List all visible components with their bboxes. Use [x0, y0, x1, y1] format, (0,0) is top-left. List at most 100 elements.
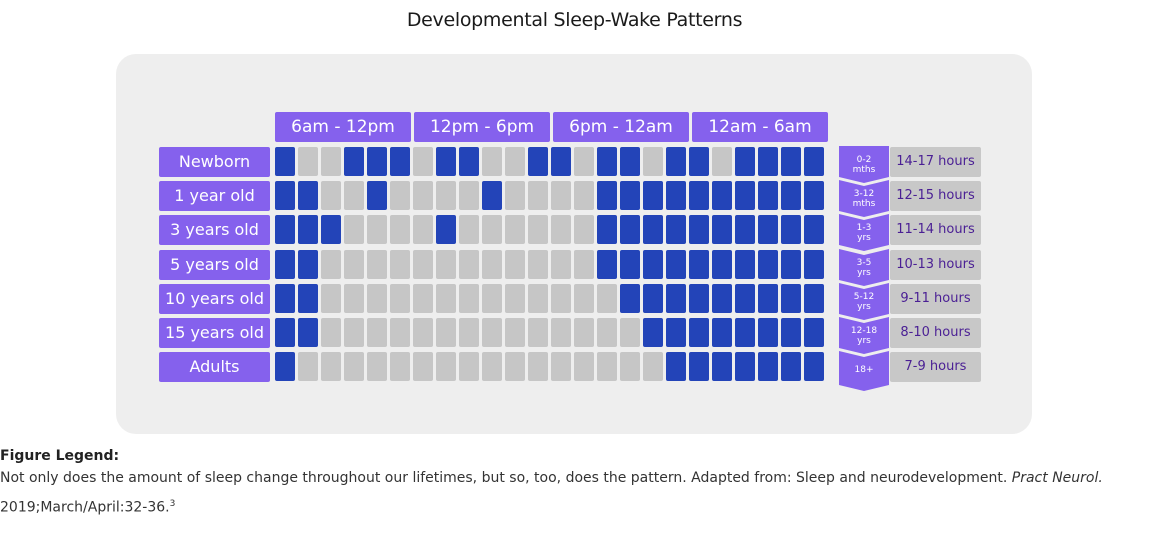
awake-cell [390, 181, 410, 210]
row-label: 3 years old [159, 215, 270, 245]
awake-cell [597, 284, 617, 313]
awake-cell [367, 352, 387, 381]
asleep-cell [482, 181, 502, 210]
asleep-cell [758, 147, 778, 176]
awake-cell [505, 147, 525, 176]
awake-cell [367, 318, 387, 347]
asleep-cell [436, 147, 456, 176]
awake-cell [505, 284, 525, 313]
awake-cell [413, 215, 433, 244]
row-label: 5 years old [159, 250, 270, 280]
awake-cell [321, 181, 341, 210]
asleep-cell [275, 147, 295, 176]
legend-citation: 2019;March/April:32-36. [0, 499, 170, 516]
asleep-cell [712, 352, 732, 381]
asleep-cell [597, 215, 617, 244]
awake-cell [298, 352, 318, 381]
asleep-cell [689, 181, 709, 210]
awake-cell [459, 352, 479, 381]
legend-heading: Figure Legend: [0, 448, 120, 464]
asleep-cell [804, 318, 824, 347]
asleep-cell [666, 352, 686, 381]
awake-cell [390, 215, 410, 244]
awake-cell [459, 250, 479, 279]
asleep-cell [735, 284, 755, 313]
awake-cell [528, 284, 548, 313]
age-range-label: 3-5 yrs [839, 258, 889, 278]
sleep-hours: 9-11 hours [890, 284, 981, 314]
asleep-cell [804, 147, 824, 176]
awake-cell [643, 352, 663, 381]
sleep-hours: 7-9 hours [890, 352, 981, 382]
asleep-cell [643, 284, 663, 313]
awake-cell [367, 250, 387, 279]
age-range-label: 12-18 yrs [839, 326, 889, 346]
awake-cell [436, 352, 456, 381]
awake-cell [459, 181, 479, 210]
awake-cell [321, 147, 341, 176]
awake-cell [597, 352, 617, 381]
awake-cell [413, 147, 433, 176]
asleep-cell [459, 147, 479, 176]
asleep-cell [781, 284, 801, 313]
asleep-cell [758, 181, 778, 210]
awake-cell [551, 318, 571, 347]
awake-cell [505, 352, 525, 381]
age-range-unit: mths [852, 165, 876, 175]
awake-cell [528, 352, 548, 381]
asleep-cell [735, 181, 755, 210]
awake-cell [712, 147, 732, 176]
sleep-hours: 12-15 hours [890, 181, 981, 211]
age-chevron [839, 214, 889, 251]
awake-cell [620, 318, 640, 347]
asleep-cell [620, 250, 640, 279]
awake-cell [413, 181, 433, 210]
asleep-cell [689, 352, 709, 381]
asleep-cell [689, 250, 709, 279]
asleep-cell [804, 215, 824, 244]
asleep-cell [597, 250, 617, 279]
asleep-cell [804, 352, 824, 381]
awake-cell [390, 352, 410, 381]
asleep-cell [643, 215, 663, 244]
asleep-cell [344, 147, 364, 176]
row-label: Adults [159, 352, 270, 382]
row-label: 15 years old [159, 318, 270, 348]
age-range-label: 3-12 mths [839, 189, 889, 209]
awake-cell [321, 318, 341, 347]
awake-cell [436, 250, 456, 279]
awake-cell [551, 284, 571, 313]
awake-cell [344, 318, 364, 347]
sleep-hours: 11-14 hours [890, 215, 981, 245]
awake-cell [298, 147, 318, 176]
age-chevron [839, 249, 889, 286]
legend-journal: Pract Neurol. [1011, 470, 1103, 486]
legend-superscript: 3 [169, 499, 176, 509]
age-range-value: 1-3 [856, 223, 872, 233]
asleep-cell [689, 215, 709, 244]
asleep-cell [298, 215, 318, 244]
awake-cell [459, 284, 479, 313]
awake-cell [528, 181, 548, 210]
age-chevron [839, 180, 889, 217]
age-chevron [839, 351, 889, 391]
awake-cell [551, 181, 571, 210]
legend-body: Not only does the amount of sleep change… [0, 465, 1130, 521]
asleep-cell [804, 250, 824, 279]
awake-cell [528, 318, 548, 347]
asleep-cell [735, 352, 755, 381]
asleep-cell [321, 215, 341, 244]
awake-cell [574, 147, 594, 176]
asleep-cell [367, 147, 387, 176]
awake-cell [436, 284, 456, 313]
awake-cell [436, 318, 456, 347]
asleep-cell [735, 318, 755, 347]
asleep-cell [298, 181, 318, 210]
asleep-cell [666, 215, 686, 244]
age-range-label: 0-2 mths [839, 155, 889, 175]
awake-cell [505, 250, 525, 279]
asleep-cell [712, 318, 732, 347]
awake-cell [321, 352, 341, 381]
awake-cell [574, 352, 594, 381]
asleep-cell [666, 181, 686, 210]
